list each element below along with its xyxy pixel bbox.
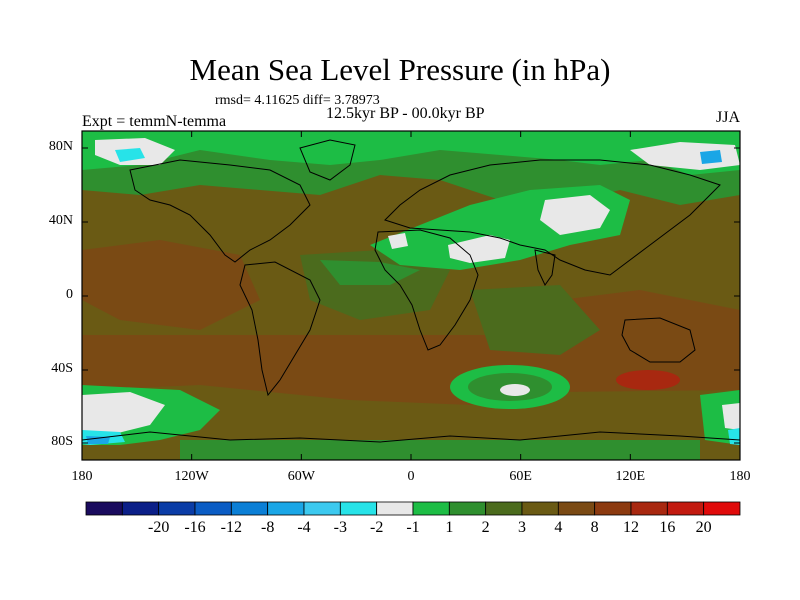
central-africa-green [320, 260, 420, 285]
map-title: Mean Sea Level Pressure (in hPa) [189, 52, 611, 87]
antarctic-cyan-east [728, 428, 740, 445]
colorbar-label: -20 [147, 519, 170, 536]
colorbar-label: 8 [590, 519, 599, 536]
brown-region-southern-ocean [82, 335, 740, 405]
lat-tick-label: 80S [51, 434, 73, 449]
colorbar-label: 20 [695, 519, 712, 536]
lon-tick-label: 60E [509, 469, 532, 484]
colorbar-label: -12 [220, 519, 242, 536]
lon-tick-label: 180 [71, 469, 93, 484]
arctic-white-east [630, 142, 740, 170]
colorbar [85, 501, 741, 516]
lat-tick-label: 0 [66, 287, 73, 302]
australia-coast [621, 317, 696, 363]
lon-tick-label: 120E [615, 469, 646, 484]
season-label: JJA [715, 109, 740, 126]
colorbar-label: 3 [518, 519, 526, 536]
eurasia-coast [384, 159, 721, 276]
colorbar-swatch [666, 501, 705, 516]
antarctica-coast [82, 431, 740, 443]
antarctic-blue-west [86, 436, 110, 444]
mediterranean-white [388, 233, 408, 249]
southern-pacific-red [616, 370, 680, 390]
arctic-blue-spot [700, 150, 722, 164]
brown-region-pacific [82, 240, 260, 330]
colorbar-swatch [230, 501, 269, 516]
lon-tick-label: 120W [174, 469, 209, 484]
arctic-cyan-spot-1 [115, 148, 145, 162]
greenland-coast [299, 139, 356, 181]
asia-white-2 [448, 235, 510, 263]
colorbar-swatch [85, 501, 123, 516]
colorbar-label: 1 [445, 519, 454, 536]
lon-tick-label: 60W [287, 469, 315, 484]
india-coast [534, 249, 556, 286]
asia-white-1 [540, 195, 610, 235]
colorbar-swatch [339, 501, 378, 516]
south-america-coast [239, 261, 321, 397]
colorbar-swatch [267, 501, 305, 516]
colorbar-swatch [376, 501, 414, 516]
arctic-light-green [82, 131, 740, 175]
colorbar-swatch [158, 501, 196, 516]
colorbar-label: -4 [297, 519, 311, 536]
colorbar-label: -2 [369, 519, 384, 536]
antarctic-green-strip [180, 440, 700, 460]
coastlines [82, 139, 740, 443]
colorbar-swatch [412, 501, 450, 516]
lat-tick-label: 40S [51, 361, 73, 376]
colorbar-swatch [630, 501, 668, 516]
experiment-label: Expt = temmN-temma [82, 113, 227, 130]
colorbar-swatch [594, 501, 632, 516]
antarctic-white-east [722, 403, 740, 430]
rmsd-diff-stats: rmsd= 4.11625 diff= 3.78973 [215, 93, 380, 108]
africa-coast [374, 229, 479, 351]
colorbar-swatch [303, 501, 341, 516]
north-america-coast [129, 159, 311, 263]
colorbar-swatch [121, 501, 160, 516]
colorbar-swatch [557, 501, 596, 516]
colorbar-swatch [521, 501, 559, 516]
colorbar-label: -1 [406, 519, 420, 536]
southern-indian-white [500, 384, 530, 396]
colorbar-swatch [194, 501, 232, 516]
colorbar-swatch [485, 501, 523, 516]
colorbar-label: 2 [481, 519, 490, 536]
colorbar-label: -3 [333, 519, 347, 536]
colorbar-label: -16 [184, 519, 206, 536]
pressure-field [82, 131, 740, 460]
axis-ticks [81, 131, 741, 460]
lat-tick-label: 40N [48, 213, 73, 228]
colorbar-label: -8 [260, 519, 275, 536]
lat-tick-label: 80N [48, 139, 73, 154]
colorbar-swatch [703, 501, 741, 516]
antarctic-white-west [82, 392, 165, 435]
time-period: 12.5kyr BP - 00.0kyr BP [326, 105, 485, 122]
colorbar-label: 12 [623, 519, 639, 536]
olive-region-indian-ocean [470, 285, 600, 355]
colorbar-label: 16 [659, 519, 676, 536]
brown-region-indian [560, 290, 740, 345]
lon-tick-label: 180 [729, 469, 751, 484]
colorbar-label: 4 [554, 519, 563, 536]
colorbar-swatch [448, 501, 487, 516]
lon-tick-label: 0 [407, 469, 415, 484]
